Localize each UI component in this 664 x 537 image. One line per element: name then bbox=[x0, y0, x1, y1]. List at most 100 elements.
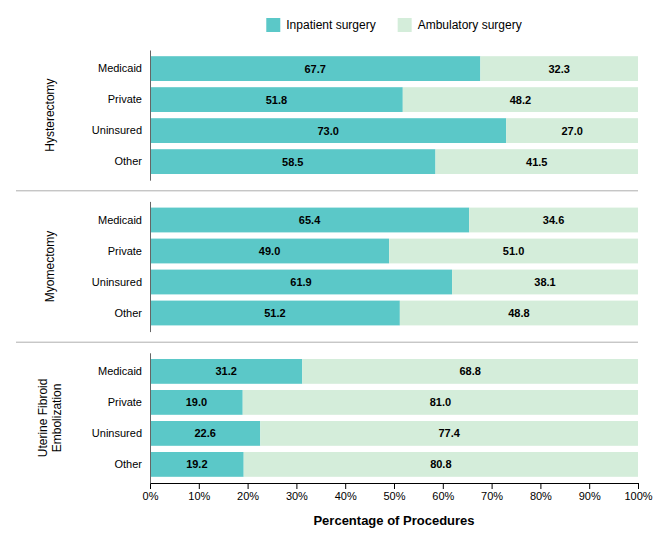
group-bracket bbox=[150, 51, 151, 181]
bar bbox=[506, 118, 638, 143]
tick-mark bbox=[638, 483, 639, 489]
x-tick: 10% bbox=[188, 483, 210, 502]
x-axis: 0%10%20%30%40%50%60%70%80%90%100% bbox=[143, 483, 653, 502]
bar bbox=[389, 239, 638, 264]
group-label: Myomectomy bbox=[43, 231, 57, 302]
data-label: 77.4 bbox=[438, 427, 460, 439]
x-tick: 50% bbox=[383, 483, 405, 502]
tick-label: Uninsured bbox=[92, 124, 142, 136]
data-label: 61.9 bbox=[290, 276, 311, 288]
bar bbox=[150, 239, 389, 264]
tick-label: Private bbox=[108, 396, 142, 408]
bar bbox=[469, 208, 638, 233]
y-tick: Private bbox=[108, 396, 142, 408]
tick-label: Other bbox=[114, 458, 142, 470]
data-label: 41.5 bbox=[526, 156, 547, 168]
tick-mark bbox=[248, 483, 249, 489]
tick-mark bbox=[443, 483, 444, 489]
tick-mark bbox=[589, 483, 590, 489]
bar bbox=[480, 56, 638, 81]
y-tick: Medicaid bbox=[98, 62, 142, 74]
group-separator bbox=[16, 190, 638, 191]
data-label: 48.2 bbox=[510, 94, 531, 106]
data-label: 51.0 bbox=[503, 245, 524, 257]
y-tick: Uninsured bbox=[92, 276, 142, 288]
bar bbox=[260, 421, 638, 446]
bar bbox=[150, 118, 506, 143]
data-label: 73.0 bbox=[317, 125, 338, 137]
data-label: 48.8 bbox=[508, 307, 529, 319]
group-bracket bbox=[150, 353, 151, 483]
tick-mark bbox=[394, 483, 395, 489]
x-tick: 20% bbox=[237, 483, 259, 502]
tick-mark bbox=[296, 483, 297, 489]
y-tick: Private bbox=[108, 245, 142, 257]
bar bbox=[244, 452, 638, 477]
x-tick: 90% bbox=[579, 483, 601, 502]
y-tick: Uninsured bbox=[92, 124, 142, 136]
x-tick: 0% bbox=[143, 483, 159, 502]
tick-mark bbox=[540, 483, 541, 489]
tick-label: 60% bbox=[432, 490, 454, 502]
tick-label: 0% bbox=[143, 490, 159, 502]
tick-label: Uninsured bbox=[92, 276, 142, 288]
legend-swatch bbox=[398, 18, 412, 32]
x-tick: 60% bbox=[432, 483, 454, 502]
y-tick: Medicaid bbox=[98, 214, 142, 226]
bar bbox=[243, 390, 638, 415]
bar bbox=[400, 301, 638, 326]
tick-label: Other bbox=[114, 155, 142, 167]
tick-label: Private bbox=[108, 245, 142, 257]
tick-label: Other bbox=[114, 307, 142, 319]
data-label: 65.4 bbox=[299, 214, 321, 226]
x-tick: 80% bbox=[530, 483, 552, 502]
data-label: 22.6 bbox=[194, 427, 215, 439]
bar bbox=[150, 452, 244, 477]
bar bbox=[435, 149, 638, 174]
y-tick: Medicaid bbox=[98, 365, 142, 377]
data-label: 34.6 bbox=[543, 214, 564, 226]
tick-label: 90% bbox=[579, 490, 601, 502]
y-axis: Medicaid Private Uninsured Other bbox=[92, 51, 151, 181]
group-bracket bbox=[150, 202, 151, 332]
legend-item: Inpatient surgery bbox=[266, 18, 375, 32]
data-label: 68.8 bbox=[459, 365, 480, 377]
x-tick: 100% bbox=[624, 483, 652, 502]
data-label: 38.1 bbox=[534, 276, 555, 288]
tick-label: 10% bbox=[188, 490, 210, 502]
tick-label: Medicaid bbox=[98, 62, 142, 74]
legend-item: Ambulatory surgery bbox=[398, 18, 522, 32]
bar bbox=[150, 390, 243, 415]
tick-label: 40% bbox=[335, 490, 357, 502]
y-axis: Medicaid Private Uninsured Other bbox=[92, 202, 151, 332]
data-label: 49.0 bbox=[259, 245, 280, 257]
data-label: 80.8 bbox=[430, 458, 451, 470]
x-tick: 40% bbox=[335, 483, 357, 502]
tick-mark bbox=[150, 483, 151, 489]
tick-label: Medicaid bbox=[98, 214, 142, 226]
bars bbox=[150, 56, 638, 477]
data-label: 58.5 bbox=[282, 156, 303, 168]
legend-label: Ambulatory surgery bbox=[418, 18, 522, 32]
tick-label: 20% bbox=[237, 490, 259, 502]
y-axis: MedicaidPrivateUninsuredOther bbox=[92, 353, 151, 483]
y-tick: Other bbox=[114, 307, 142, 319]
chart: 67.751.873.058.565.449.061.951.231.219.0… bbox=[0, 0, 664, 537]
legend-swatch bbox=[266, 18, 280, 32]
x-axis-title: Percentage of Procedures bbox=[313, 513, 474, 528]
plot: 67.751.873.058.565.449.061.951.231.219.0… bbox=[16, 51, 653, 529]
data-label: 81.0 bbox=[430, 396, 451, 408]
group-separator bbox=[16, 342, 638, 343]
bar bbox=[150, 149, 435, 174]
tick-label: Private bbox=[108, 93, 142, 105]
data-label: 27.0 bbox=[561, 125, 582, 137]
tick-label: 100% bbox=[624, 490, 652, 502]
x-tick: 70% bbox=[481, 483, 503, 502]
tick-label: 50% bbox=[383, 490, 405, 502]
y-tick: Other bbox=[114, 155, 142, 167]
legend: Inpatient surgery Ambulatory surgery bbox=[266, 18, 521, 32]
y-tick: Other bbox=[114, 458, 142, 470]
bar bbox=[150, 421, 260, 446]
data-label: 67.7 bbox=[304, 63, 325, 75]
y-tick: Private bbox=[108, 93, 142, 105]
